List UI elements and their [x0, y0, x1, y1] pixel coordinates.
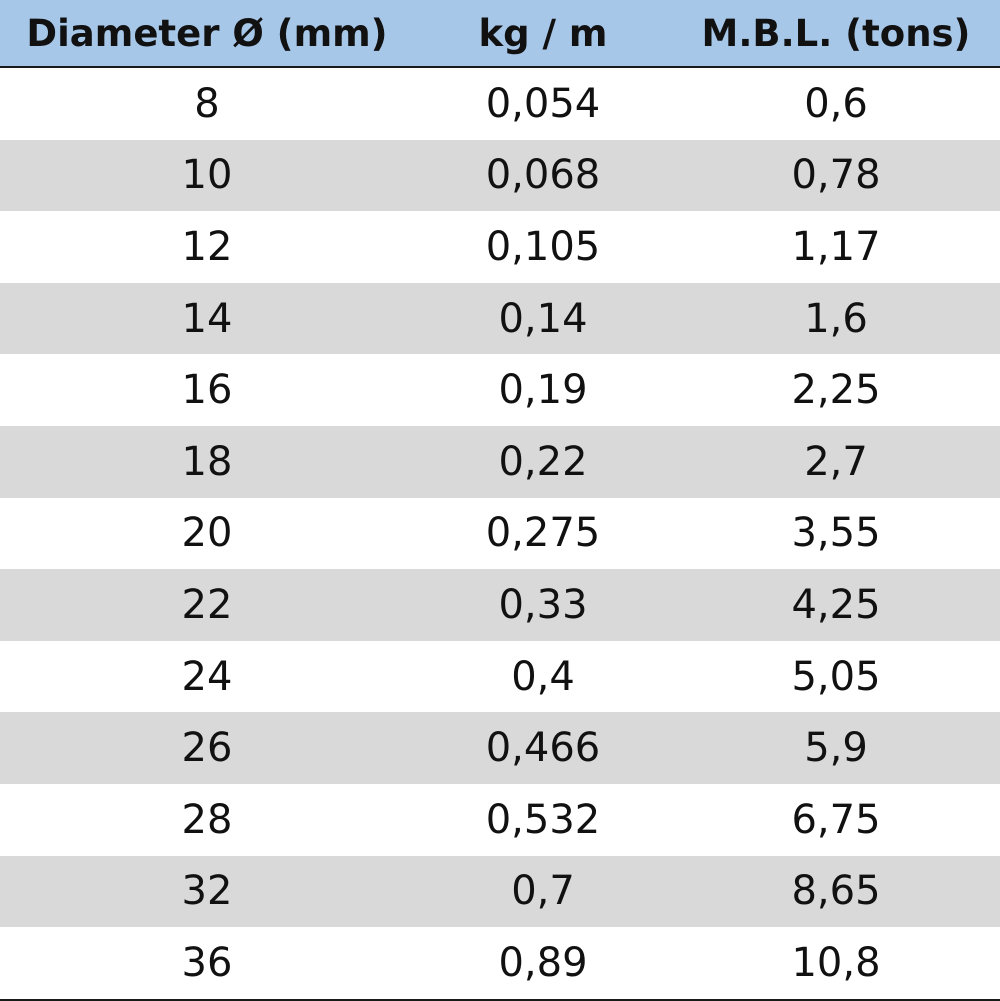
table-row: 8 0,054 0,6 — [0, 68, 1000, 140]
cell: 5,05 — [791, 653, 881, 700]
cell: 2,25 — [791, 367, 881, 414]
table-row: 26 0,466 5,9 — [0, 712, 1000, 784]
cell: 28 — [181, 796, 233, 843]
cell: 0,22 — [498, 438, 588, 485]
table-row: 28 0,532 6,75 — [0, 783, 1000, 856]
cell: 1,17 — [791, 223, 881, 270]
cell: 36 — [181, 939, 233, 986]
table-row: 32 0,7 8,65 — [0, 855, 1000, 928]
table-row: 14 0,14 1,6 — [0, 282, 1000, 355]
cell: 10,8 — [791, 939, 881, 986]
cell: 0,532 — [485, 796, 601, 843]
cell: 20 — [181, 510, 233, 557]
cell: 0,068 — [485, 152, 601, 199]
cell: Diameter Ø (mm) — [26, 11, 388, 55]
cell: 0,14 — [498, 295, 588, 342]
cell: 18 — [181, 438, 233, 485]
cell: 0,054 — [485, 80, 601, 127]
table-row: 10 0,068 0,78 — [0, 139, 1000, 212]
table-row: 12 0,105 1,17 — [0, 211, 1000, 283]
cell: 26 — [181, 725, 233, 772]
cell: kg / m — [478, 11, 608, 55]
cell: 0,6 — [804, 80, 868, 127]
cell: 0,466 — [485, 725, 601, 772]
cell: 2,7 — [804, 438, 868, 485]
cell: 0,275 — [485, 510, 601, 557]
table-row: 18 0,22 2,7 — [0, 425, 1000, 498]
cell: 10 — [181, 152, 233, 199]
table-row: 24 0,4 5,05 — [0, 640, 1000, 713]
cell: 14 — [181, 295, 233, 342]
cell: 3,55 — [791, 510, 881, 557]
cell: 8,65 — [791, 868, 881, 915]
cell: 32 — [181, 868, 233, 915]
cell: 22 — [181, 581, 233, 628]
cell: 0,105 — [485, 223, 601, 270]
header-row: Diameter Ø (mm) kg / m M.B.L. (tons) — [0, 0, 1000, 68]
cell: 0,33 — [498, 581, 588, 628]
cell: 12 — [181, 223, 233, 270]
cell: 0,7 — [511, 868, 575, 915]
cell: 16 — [181, 367, 233, 414]
cell: 1,6 — [804, 295, 868, 342]
table-row: 22 0,33 4,25 — [0, 569, 1000, 641]
cell: 8 — [194, 80, 220, 127]
table-row: 36 0,89 10,8 — [0, 927, 1000, 1001]
cell: 0,89 — [498, 939, 588, 986]
cell: 6,75 — [791, 796, 881, 843]
cell: 0,4 — [511, 653, 575, 700]
cell: 4,25 — [791, 581, 881, 628]
cell: 5,9 — [804, 725, 868, 772]
table-row: 20 0,275 3,55 — [0, 497, 1000, 570]
cell: 24 — [181, 653, 233, 700]
cell: 0,19 — [498, 367, 588, 414]
table-row: 16 0,19 2,25 — [0, 354, 1000, 426]
cell: M.B.L. (tons) — [701, 11, 971, 55]
cell: 0,78 — [791, 152, 881, 199]
